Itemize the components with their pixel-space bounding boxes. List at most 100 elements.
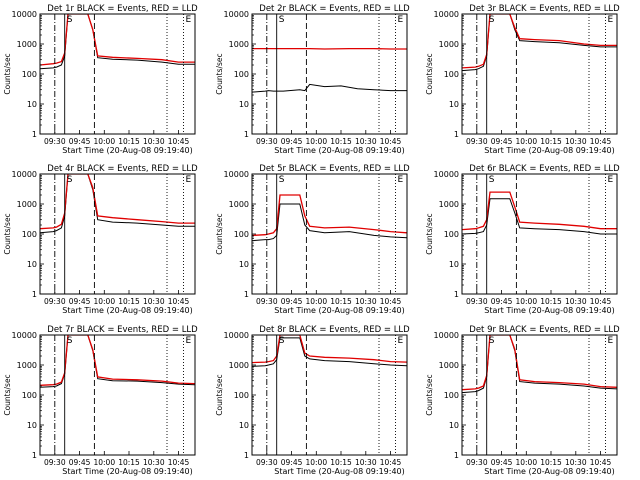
y-tick-label: 1: [244, 290, 249, 299]
y-tick-label: 1000: [439, 40, 459, 49]
x-tick-label: 10:30: [143, 297, 165, 306]
series-lld-line: [462, 335, 617, 391]
x-tick-label: 09:30: [256, 297, 278, 306]
x-axis-title: Start Time (20-Aug-08 09:19:40): [484, 467, 615, 476]
x-tick-label: 10:30: [565, 137, 587, 146]
x-tick-label: 09:30: [256, 137, 278, 146]
y-tick-label: 10000: [224, 170, 249, 179]
x-tick-label: 09:30: [466, 297, 488, 306]
y-tick-label: 100: [234, 70, 249, 79]
x-tick-label: 10:15: [118, 297, 140, 306]
x-tick-label: 09:30: [466, 137, 488, 146]
y-axis-title: Counts/sec: [425, 213, 434, 254]
y-tick-label: 100: [234, 230, 249, 239]
series-lld-line: [40, 14, 195, 66]
y-tick-label: 10000: [224, 331, 249, 340]
y-tick-label: 1000: [229, 361, 249, 370]
x-tick-label: 09:45: [69, 137, 91, 146]
y-tick-label: 10: [449, 100, 459, 109]
x-axis-title: Start Time (20-Aug-08 09:19:40): [274, 467, 405, 476]
series-events-line: [462, 335, 617, 394]
x-tick-label: 10:15: [540, 458, 562, 467]
panel-title: Det 9r BLACK = Events, RED = LLD: [469, 325, 620, 335]
x-axis-title: Start Time (20-Aug-08 09:19:40): [274, 146, 405, 155]
panel-title: Det 5r BLACK = Events, RED = LLD: [259, 164, 410, 174]
series-lld-line: [40, 335, 195, 386]
x-tick-label: 10:30: [355, 458, 377, 467]
plot-frame: [461, 334, 618, 456]
marker-label: S: [279, 336, 285, 346]
x-tick-label: 10:30: [565, 458, 587, 467]
x-tick-label: 10:30: [143, 458, 165, 467]
y-tick-label: 100: [444, 70, 459, 79]
marker-label: E: [608, 336, 614, 346]
x-tick-label: 09:45: [491, 297, 513, 306]
y-tick-label: 10: [239, 100, 249, 109]
x-tick-label: 10:00: [515, 458, 537, 467]
marker-label: E: [398, 15, 404, 25]
y-tick-label: 1000: [229, 40, 249, 49]
y-axis-title: Counts/sec: [3, 53, 12, 94]
marker-label: E: [186, 15, 192, 25]
y-axis-title: Counts/sec: [3, 374, 12, 415]
x-tick-label: 09:45: [491, 458, 513, 467]
marker-label: S: [489, 175, 495, 185]
plot-frame: [251, 173, 408, 295]
x-tick-label: 10:45: [168, 458, 190, 467]
plot-frame: [251, 334, 408, 456]
y-tick-label: 1: [454, 451, 459, 460]
x-tick-label: 09:30: [44, 458, 66, 467]
x-tick-label: 10:00: [93, 297, 115, 306]
x-tick-label: 10:45: [168, 137, 190, 146]
x-tick-label: 09:45: [69, 458, 91, 467]
y-tick-label: 1: [32, 130, 37, 139]
panel-title: Det 8r BLACK = Events, RED = LLD: [259, 325, 410, 335]
x-tick-label: 10:00: [305, 297, 327, 306]
y-tick-label: 100: [234, 391, 249, 400]
marker-label: E: [608, 15, 614, 25]
y-tick-label: 1000: [439, 200, 459, 209]
marker-label: S: [489, 15, 495, 25]
x-tick-label: 09:45: [281, 297, 303, 306]
x-tick-label: 10:30: [355, 137, 377, 146]
series-events-line: [40, 14, 195, 70]
plot-frame: [461, 13, 618, 135]
panel-title: Det 2r BLACK = Events, RED = LLD: [259, 4, 410, 14]
plot-frame: [251, 13, 408, 135]
y-tick-label: 1000: [17, 200, 37, 209]
marker-label: E: [398, 175, 404, 185]
x-tick-label: 10:00: [515, 137, 537, 146]
y-tick-label: 1000: [229, 200, 249, 209]
y-tick-label: 100: [22, 70, 37, 79]
y-tick-label: 1000: [17, 361, 37, 370]
x-tick-label: 10:30: [565, 297, 587, 306]
x-tick-label: 10:15: [118, 458, 140, 467]
x-tick-label: 10:00: [93, 458, 115, 467]
y-tick-label: 10: [449, 421, 459, 430]
plot-frame: [39, 13, 196, 135]
marker-label: S: [67, 15, 73, 25]
x-tick-label: 10:45: [590, 297, 612, 306]
series-lld-line: [252, 335, 407, 364]
x-tick-label: 10:15: [118, 137, 140, 146]
x-tick-label: 10:00: [93, 137, 115, 146]
x-tick-label: 10:45: [590, 458, 612, 467]
series-events-line: [40, 174, 195, 234]
x-axis-title: Start Time (20-Aug-08 09:19:40): [62, 146, 193, 155]
x-tick-label: 10:45: [380, 458, 402, 467]
marker-label: S: [489, 336, 495, 346]
y-tick-label: 100: [22, 391, 37, 400]
x-axis-title: Start Time (20-Aug-08 09:19:40): [62, 306, 193, 315]
plot-frame: [39, 173, 196, 295]
panel-title: Det 6r BLACK = Events, RED = LLD: [469, 164, 620, 174]
y-tick-label: 1: [454, 130, 459, 139]
x-tick-label: 10:15: [330, 458, 352, 467]
y-tick-label: 1: [32, 451, 37, 460]
series-events-line: [40, 335, 195, 388]
y-tick-label: 1000: [17, 40, 37, 49]
